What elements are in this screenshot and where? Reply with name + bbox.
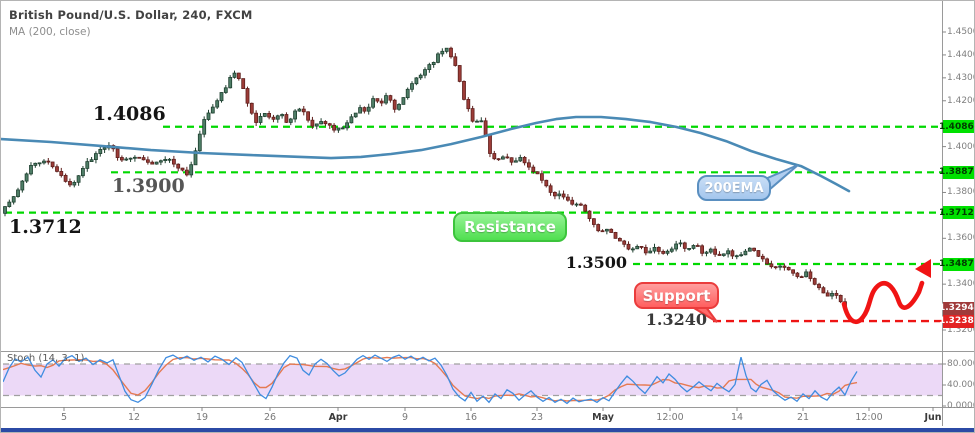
projection-arrow[interactable] — [841, 280, 925, 325]
price-axis-tick: 1.38000 — [947, 187, 974, 198]
time-axis-label: May — [592, 412, 614, 423]
chart-title: British Pound/U.S. Dollar, 240, FXCM — [9, 8, 253, 22]
candlesticks — [3, 46, 847, 311]
time-axis-label: 14 — [730, 412, 744, 423]
stoch-k-line — [3, 354, 858, 405]
price-level-tag-red: 1.32388 — [939, 314, 974, 328]
time-axis-label: Apr — [328, 412, 348, 423]
level-price-label: 1.3500 — [565, 253, 627, 272]
time-axis-label: Jun — [924, 412, 942, 423]
time-axis-label: 23 — [530, 412, 544, 423]
price-axis-tick: 1.40000 — [947, 141, 974, 152]
level-price-label: 1.3900 — [112, 175, 185, 198]
time-axis-label: 12:00 — [656, 412, 684, 423]
ema-line — [1, 115, 851, 193]
chart-header: British Pound/U.S. Dollar, 240, FXCM MA … — [9, 8, 253, 39]
time-axis-label: 5 — [60, 412, 68, 423]
price-axis-tick: 1.45000 — [947, 27, 974, 37]
price-axis-tick: 1.43000 — [947, 72, 974, 83]
stoch-indicator-label: Stoch (14, 3, 1) — [7, 353, 85, 364]
stoch-axis-tick: 80.0000 — [947, 359, 974, 369]
stoch-axis-tick: 0.0000 — [947, 401, 974, 411]
level-price-label: 1.3712 — [9, 215, 82, 238]
level-price-label: 1.4086 — [93, 102, 166, 125]
bottom-window-edge — [1, 428, 974, 432]
time-axis-label: 12:00 — [855, 412, 883, 423]
projection-arrow-head — [915, 259, 931, 278]
time-axis-label: 19 — [195, 412, 209, 423]
price-axis-tick: 1.34000 — [947, 279, 974, 290]
price-axis-tick: 1.44000 — [947, 49, 974, 60]
price-axis-tick: 1.32000 — [947, 324, 974, 335]
time-axis-label: 21 — [796, 412, 810, 423]
ema-callout[interactable]: 200EMA — [697, 175, 771, 201]
ma-indicator-label: MA (200, close) — [9, 25, 91, 38]
price-axis-tick: 1.36000 — [947, 233, 974, 244]
time-axis-label: 9 — [401, 412, 409, 423]
support-label[interactable]: Support — [634, 282, 719, 309]
time-axis-label: 26 — [263, 412, 277, 423]
price-level-tag-green: 1.40865 — [939, 120, 974, 134]
stoch-axis-tick: 40.0000 — [947, 380, 974, 390]
price-level-tag-green: 1.38878 — [939, 165, 974, 179]
time-axis-label: 16 — [464, 412, 478, 423]
resistance-label[interactable]: Resistance — [453, 212, 567, 242]
current-price-tag: 1.32941 — [939, 301, 974, 315]
price-axis-tick: 1.42000 — [947, 95, 974, 106]
price-level-tag-green: 1.34879 — [939, 257, 974, 271]
level-price-label: 1.3240 — [645, 310, 707, 330]
time-axis-label: 12 — [127, 412, 141, 423]
